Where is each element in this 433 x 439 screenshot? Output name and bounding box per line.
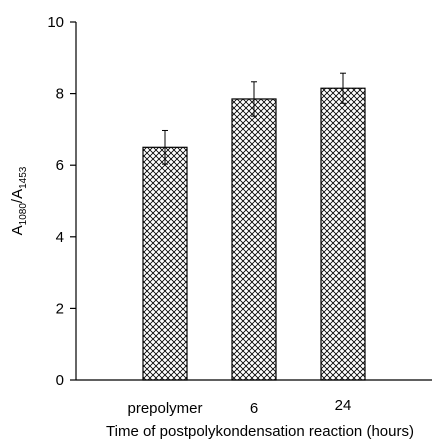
error-bar-6 — [251, 81, 257, 117]
y-tick-label: 8 — [56, 86, 64, 103]
x-axis-ticks: prepolymer 6 24 — [127, 397, 351, 417]
y-tick-label: 2 — [56, 300, 64, 317]
error-bar-24 — [340, 72, 346, 104]
y-axis-ticks: 0 2 4 6 8 10 — [47, 14, 76, 389]
error-bars — [162, 72, 346, 165]
y-tick-label: 10 — [47, 14, 64, 31]
y-tick-label: 0 — [56, 372, 64, 389]
error-bar-prepolymer — [162, 129, 168, 165]
x-tick-label-24: 24 — [335, 397, 352, 414]
bars — [142, 87, 366, 381]
bar-prepolymer — [142, 146, 188, 381]
bar-24 — [320, 87, 366, 381]
x-tick-label-prepolymer: prepolymer — [127, 400, 202, 417]
y-axis-title: A1080/A1453 — [9, 166, 29, 235]
y-tick-label: 6 — [56, 157, 64, 174]
x-tick-label-6: 6 — [250, 400, 258, 417]
y-tick-label: 4 — [56, 229, 64, 246]
x-axis-title: Time of postpolykondensation reaction (h… — [106, 423, 414, 439]
bar-6 — [231, 98, 277, 381]
